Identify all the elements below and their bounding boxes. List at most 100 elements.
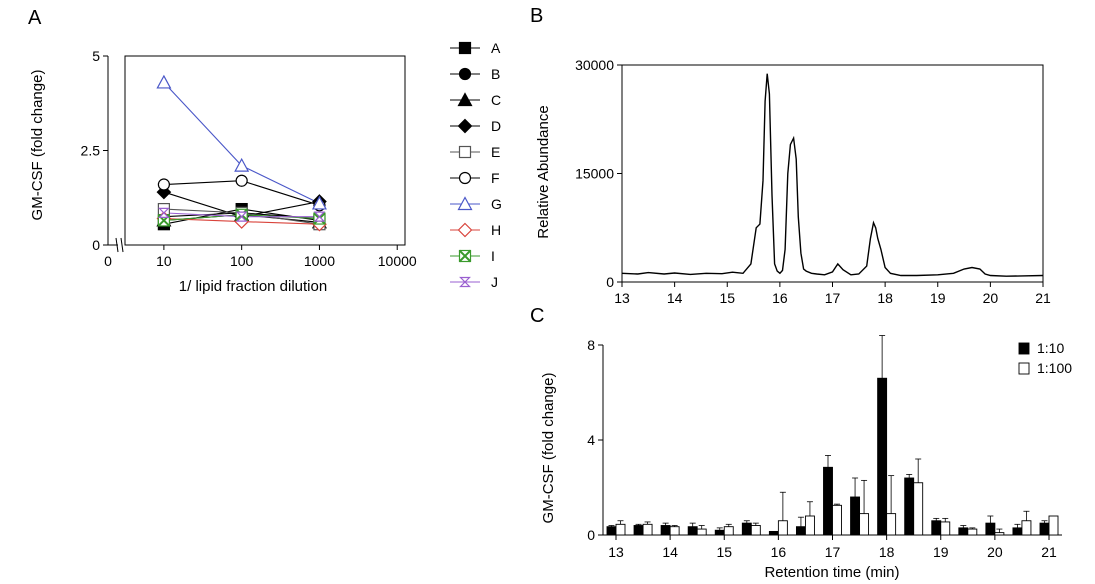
panel-a-point-j xyxy=(313,211,326,222)
legend-marker xyxy=(457,118,473,134)
panel-a-x-tick-label: 10 xyxy=(156,253,172,269)
legend-marker-shape xyxy=(458,171,472,185)
panel-c-bar-dilution-10 xyxy=(877,377,888,536)
panel-c-x-tick-label: 18 xyxy=(879,544,895,560)
panel-a-point-j xyxy=(157,207,170,218)
panel-c-bar-dilution-100 xyxy=(750,525,761,536)
panel-c-x-tick-label: 13 xyxy=(608,544,624,560)
panel-c-bar-dilution-10 xyxy=(1012,527,1023,536)
panel-a-point-g-shape xyxy=(311,195,327,210)
panel-c-bar-dilution-100 xyxy=(723,526,734,536)
panel-b-x-tick-label: 19 xyxy=(930,290,946,306)
panel-b-y-tick-label: 15000 xyxy=(575,166,614,182)
panel-c-y-tick-label: 8 xyxy=(587,337,595,353)
legend-marker xyxy=(458,171,472,185)
panel-c-bar-dilution-100 xyxy=(696,528,707,536)
panel-c-y-label: GM-CSF (fold change) xyxy=(540,373,557,524)
panel-c-bar-dilution-10 xyxy=(660,525,671,536)
panel-c-bar-dilution-10 xyxy=(714,529,725,536)
panel-c-bar-dilution-10 xyxy=(633,525,644,536)
panel-a-point-j-shape xyxy=(157,207,170,218)
panel-a-x-tick-label: 10000 xyxy=(378,253,417,269)
legend-label: J xyxy=(491,274,498,290)
panel-a-letter: A xyxy=(28,7,42,29)
panel-c-legend-item-dilution-10: 1:10 xyxy=(1018,340,1064,356)
panel-a-legend-item-f: F xyxy=(450,170,500,186)
legend-label: D xyxy=(491,118,501,134)
panel-c-x-tick-label: 19 xyxy=(933,544,949,560)
panel-c-bar-dilution-100 xyxy=(967,528,978,536)
legend-label: B xyxy=(491,66,500,82)
legend-swatch xyxy=(1018,342,1030,355)
panel-c-bar-dilution-10 xyxy=(958,527,969,536)
panel-b-chromatogram-line xyxy=(621,73,1044,277)
panel-a-legend-item-g: G xyxy=(450,196,502,212)
panel-c-x-tick-label: 16 xyxy=(771,544,787,560)
legend-marker xyxy=(458,249,472,263)
panel-c-bar-dilution-100 xyxy=(886,513,897,536)
panel-c-bar-dilution-100 xyxy=(642,523,653,536)
panel-a-point-g-shape xyxy=(234,157,250,172)
panel-c-x-tick-label: 20 xyxy=(987,544,1003,560)
panel-a-y-tick-label: 0 xyxy=(92,237,100,253)
panel-c-chart: 0 4 8 13 14 15 16 17 18 19 20 21 GM-CSF (fold chang… xyxy=(540,335,1072,581)
panel-c-bar-dilution-100 xyxy=(1048,515,1059,536)
legend-label: H xyxy=(491,222,501,238)
panel-c-bar-dilution-10 xyxy=(931,520,942,536)
legend-marker-shape xyxy=(457,196,473,211)
panel-a-point-j xyxy=(235,211,248,222)
panel-a-point-f xyxy=(235,174,248,187)
panel-c-y-tick-label: 0 xyxy=(587,527,595,543)
panel-c-x-label: Retention time (min) xyxy=(764,564,899,581)
legend-marker xyxy=(457,92,473,107)
panel-b-x-tick-label: 14 xyxy=(667,290,683,306)
panel-c-x-tick-label: 21 xyxy=(1041,544,1057,560)
panel-a-legend-item-i: I xyxy=(450,248,495,264)
legend-marker-shape xyxy=(458,41,472,55)
legend-marker-shape xyxy=(457,92,473,107)
panel-a-y-label: GM-CSF (fold change) xyxy=(29,70,46,221)
panel-a-point-f-shape xyxy=(157,178,170,191)
legend-label: 1:10 xyxy=(1037,340,1064,356)
panel-b-x-tick-label: 15 xyxy=(719,290,735,306)
panel-a-legend-item-d: D xyxy=(450,118,501,134)
panel-a-point-j-shape xyxy=(235,211,248,222)
panel-a-x-label: 1/ lipid fraction dilution xyxy=(179,278,327,295)
legend-label: A xyxy=(491,40,501,56)
panel-b-x-tick-label: 21 xyxy=(1035,290,1051,306)
panel-b-y-tick-label: 0 xyxy=(606,274,614,290)
panel-c-bar-dilution-100 xyxy=(804,515,815,536)
legend-label: I xyxy=(491,248,495,264)
panel-b-x-tick-label: 16 xyxy=(772,290,788,306)
legend-label: E xyxy=(491,144,500,160)
panel-a-chart: 0 2.5 5 0 10 100 1000 10000 GM-CSF (fold change… xyxy=(29,40,502,295)
panel-a-legend-item-j: J xyxy=(450,274,498,290)
legend-label: C xyxy=(491,92,501,108)
panel-c-bar-dilution-10 xyxy=(606,526,617,536)
panel-a-legend-item-a: A xyxy=(450,40,501,56)
legend-marker-shape xyxy=(458,67,472,81)
panel-a-frame xyxy=(124,55,406,246)
panel-b-letter: B xyxy=(530,5,543,27)
panel-b-chart: 0 15000 30000 13 14 15 16 17 18 19 20 21 Relative A… xyxy=(535,57,1051,306)
panel-b-y-label: Relative Abundance xyxy=(535,105,552,238)
panel-c-bar-dilution-100 xyxy=(615,523,626,536)
panel-a-legend-item-b: B xyxy=(450,66,500,82)
legend-marker-shape xyxy=(457,118,473,134)
panel-a-point-g xyxy=(234,157,250,172)
panel-c-x-tick-label: 14 xyxy=(662,544,678,560)
panel-a-x-tick-label: 1000 xyxy=(304,253,335,269)
panel-c-legend-item-dilution-100: 1:100 xyxy=(1018,360,1072,376)
panel-c-bar-dilution-10 xyxy=(795,526,806,536)
legend-marker xyxy=(458,67,472,81)
panel-a-point-j-shape xyxy=(313,211,326,222)
panel-c-bar-dilution-10 xyxy=(904,477,915,536)
panel-c-x-tick-label: 17 xyxy=(825,544,841,560)
panel-a-point-f-shape xyxy=(235,174,248,187)
panel-c-bar-dilution-10 xyxy=(768,530,779,536)
panel-b-x-tick-label: 18 xyxy=(877,290,893,306)
panel-a-x-tick-label: 100 xyxy=(230,253,254,269)
panel-b-x-tick-label: 20 xyxy=(983,290,999,306)
panel-b-x-tick-label: 13 xyxy=(614,290,630,306)
